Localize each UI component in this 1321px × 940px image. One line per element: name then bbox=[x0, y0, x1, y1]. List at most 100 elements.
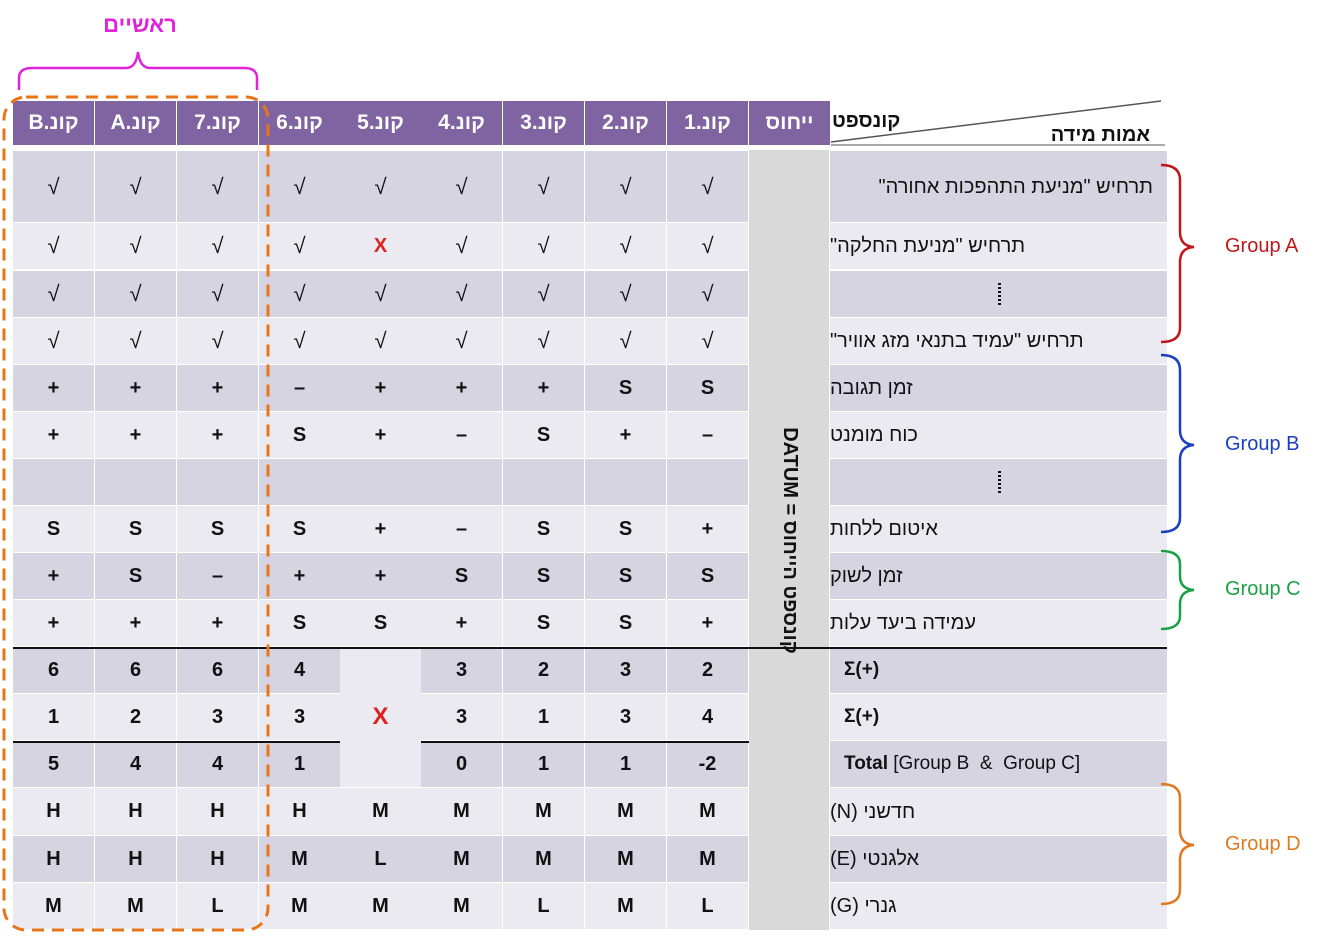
matrix-cell: M bbox=[667, 836, 748, 882]
criterion-label: זמן לשוק bbox=[830, 553, 1167, 599]
header-concept-5: קונ.5 bbox=[340, 101, 421, 145]
matrix-cell: + bbox=[259, 553, 340, 599]
matrix-cell: + bbox=[340, 506, 421, 552]
matrix-cell: S bbox=[585, 553, 666, 599]
sum-label: Σ(+) bbox=[830, 647, 1167, 693]
matrix-cell: + bbox=[13, 553, 94, 599]
matrix-cell: 1 bbox=[13, 694, 94, 740]
matrix-cell: S bbox=[340, 600, 421, 646]
matrix-cell: 3 bbox=[585, 647, 666, 693]
matrix-cell: M bbox=[503, 836, 584, 882]
ellipsis-row bbox=[830, 459, 1167, 505]
header-concept-3: קונ.7 bbox=[177, 101, 258, 145]
matrix-cell: 2 bbox=[95, 694, 176, 740]
header-reference: ייחוס bbox=[749, 101, 830, 145]
criterion-label: תרחיש "מניעת התהפכות אחורה" bbox=[830, 151, 1167, 222]
matrix-cell: + bbox=[95, 365, 176, 411]
matrix-cell: √ bbox=[503, 271, 584, 317]
matrix-cell: √ bbox=[421, 271, 502, 317]
criterion-label: חדשני (N) bbox=[830, 788, 1167, 835]
criterion-label: זמן תגובה bbox=[830, 365, 1167, 411]
matrix-cell bbox=[421, 459, 502, 505]
matrix-cell: H bbox=[13, 836, 94, 882]
matrix-cell: S bbox=[667, 365, 748, 411]
matrix-cell: M bbox=[13, 883, 94, 929]
matrix-cell: + bbox=[95, 600, 176, 646]
matrix-cell: H bbox=[177, 836, 258, 882]
matrix-cell: S bbox=[421, 553, 502, 599]
matrix-cell bbox=[503, 459, 584, 505]
matrix-cell: √ bbox=[259, 151, 340, 222]
matrix-cell: √ bbox=[259, 318, 340, 364]
matrix-cell: M bbox=[585, 836, 666, 882]
matrix-cell: √ bbox=[259, 223, 340, 269]
matrix-cell: L bbox=[340, 836, 421, 882]
matrix-cell: M bbox=[421, 836, 502, 882]
matrix-cell: √ bbox=[259, 271, 340, 317]
matrix-cell: M bbox=[421, 883, 502, 929]
matrix-cell: S bbox=[585, 506, 666, 552]
matrix-cell: H bbox=[259, 788, 340, 835]
matrix-cell: S bbox=[95, 506, 176, 552]
matrix-cell bbox=[585, 459, 666, 505]
matrix-cell bbox=[177, 459, 258, 505]
matrix-cell: 6 bbox=[13, 647, 94, 693]
matrix-cell: 3 bbox=[421, 694, 502, 740]
matrix-cell: M bbox=[421, 788, 502, 835]
header-concept-4: קונ.6 bbox=[259, 101, 340, 145]
matrix-cell: S bbox=[503, 506, 584, 552]
group-brackets bbox=[1160, 163, 1195, 906]
criterion-label: עמידה ביעד עלות bbox=[830, 600, 1167, 646]
matrix-cell: 2 bbox=[503, 647, 584, 693]
matrix-cell: S bbox=[13, 506, 94, 552]
datum-label: קונספט הייחוס = DATUM bbox=[778, 426, 801, 654]
matrix-cell: S bbox=[503, 600, 584, 646]
matrix-cell: √ bbox=[340, 271, 421, 317]
matrix-cell: √ bbox=[95, 151, 176, 222]
total-label-bold: Total bbox=[844, 753, 888, 774]
group-a-label: Group A bbox=[1225, 235, 1299, 257]
matrix-cell: M bbox=[340, 883, 421, 929]
matrix-cell: S bbox=[585, 600, 666, 646]
sum-label: Σ(+) bbox=[830, 694, 1167, 740]
matrix-cell: – bbox=[667, 412, 748, 458]
matrix-cell: -2 bbox=[667, 741, 748, 787]
matrix-cell: L bbox=[177, 883, 258, 929]
criterion-label: תרחיש "עמיד בתנאי מזג אוויר" bbox=[830, 318, 1167, 364]
matrix-cell: + bbox=[13, 412, 94, 458]
header-concept-6: קונ.4 bbox=[421, 101, 502, 145]
total-label: Total [Group B & Group C] bbox=[830, 741, 1167, 787]
matrix-cell: M bbox=[340, 788, 421, 835]
matrix-cell: √ bbox=[177, 318, 258, 364]
matrix-cell: √ bbox=[503, 151, 584, 222]
matrix-cell: M bbox=[503, 788, 584, 835]
matrix-cell: √ bbox=[667, 271, 748, 317]
matrix-cell: 4 bbox=[259, 647, 340, 693]
matrix-cell: √ bbox=[667, 223, 748, 269]
matrix-cell: √ bbox=[95, 223, 176, 269]
matrix-cell bbox=[259, 459, 340, 505]
matrix-cell: √ bbox=[503, 318, 584, 364]
criterion-label: כוח מומנט bbox=[830, 412, 1167, 458]
header-concept-7: קונ.3 bbox=[503, 101, 584, 145]
matrix-cell: √ bbox=[13, 271, 94, 317]
corner-concept-label: קונספט bbox=[832, 110, 901, 132]
matrix-cell: √ bbox=[421, 223, 502, 269]
matrix-cell: X bbox=[340, 223, 421, 269]
matrix-cell: + bbox=[667, 506, 748, 552]
matrix-cell: √ bbox=[13, 318, 94, 364]
matrix-cell: 4 bbox=[177, 741, 258, 787]
matrix-cell: 6 bbox=[177, 647, 258, 693]
matrix-cell: S bbox=[259, 506, 340, 552]
matrix-cell: M bbox=[95, 883, 176, 929]
matrix-cell bbox=[13, 459, 94, 505]
matrix-cell: S bbox=[259, 600, 340, 646]
matrix-cell: + bbox=[340, 365, 421, 411]
matrix-cell: 1 bbox=[503, 741, 584, 787]
criterion-label: תרחיש "מניעת החלקה" bbox=[830, 223, 1167, 269]
matrix-cell: + bbox=[13, 365, 94, 411]
datum-column: קונספט הייחוס = DATUM bbox=[749, 150, 829, 930]
header-concept-2: קונ.A bbox=[95, 101, 176, 145]
group-c-label: Group C bbox=[1225, 578, 1301, 600]
matrix-cell: √ bbox=[585, 318, 666, 364]
